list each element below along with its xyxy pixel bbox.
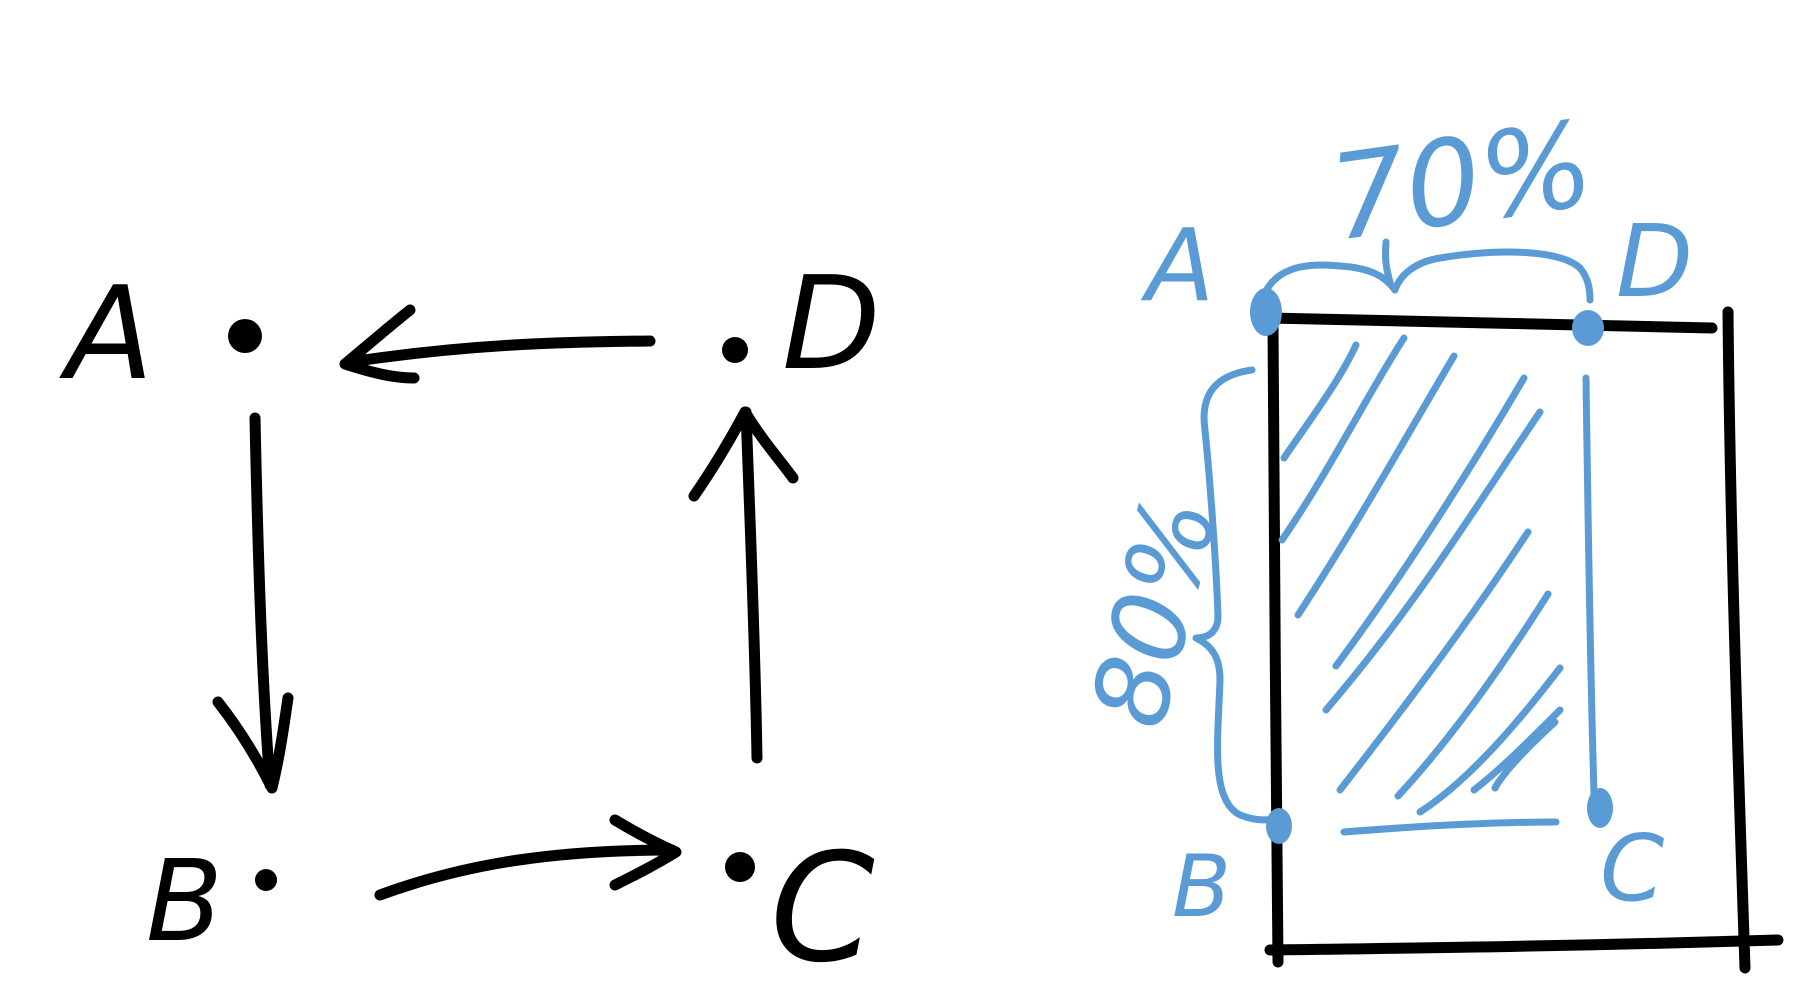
right-point-b-dot [1266, 808, 1292, 844]
left-point-b-label: B [146, 837, 223, 967]
left-point-d-label: D [782, 250, 881, 399]
left-diagram: A B C D [59, 250, 881, 996]
right-point-c-dot [1587, 788, 1613, 828]
left-point-d-dot [722, 337, 748, 363]
right-point-a-dot [1250, 288, 1282, 336]
right-diagram: A D B C 70% 80% [1067, 94, 1784, 974]
left-point-a-dot [228, 319, 262, 353]
width-percentage-label: 70% [1322, 94, 1601, 267]
left-point-b-dot [255, 869, 277, 891]
right-point-d-dot [1572, 310, 1604, 346]
width-brace [1258, 238, 1594, 304]
right-point-d-label: D [1616, 203, 1693, 320]
right-point-c-label: C [1600, 815, 1664, 922]
inner-right-edge [1582, 374, 1598, 798]
left-point-c-label: C [770, 822, 875, 996]
right-point-b-label: B [1172, 837, 1231, 937]
height-brace [1192, 366, 1282, 824]
inner-bottom-edge [1340, 818, 1560, 836]
arrow-a-to-b [212, 412, 294, 794]
height-percentage-label: 80% [1067, 485, 1241, 739]
left-point-a-label: A [59, 260, 154, 409]
arrow-b-to-c [374, 814, 682, 901]
arrow-d-to-a [339, 304, 656, 384]
left-point-c-dot [725, 852, 755, 882]
outer-rectangle [1262, 306, 1784, 974]
hatched-region [1278, 334, 1564, 816]
arrow-c-to-d [688, 406, 799, 764]
right-point-a-label: A [1140, 207, 1214, 324]
